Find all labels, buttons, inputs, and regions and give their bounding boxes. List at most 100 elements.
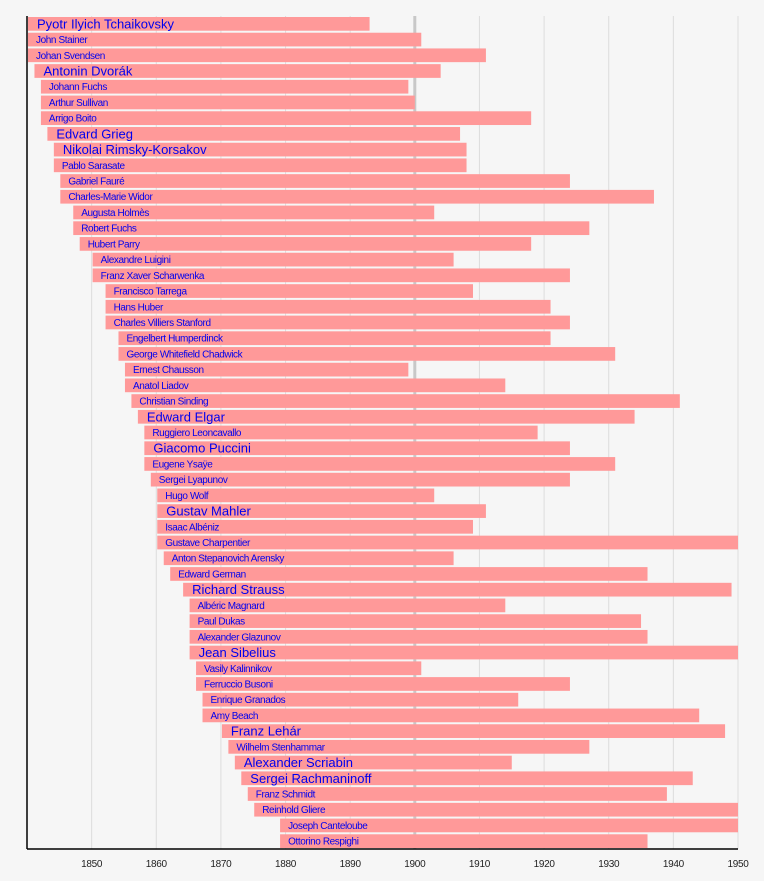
lifespan-bar (47, 127, 461, 141)
composer-label: Isaac Albéniz (165, 522, 219, 533)
lifespan-bar (196, 677, 570, 691)
lifespan-bar (73, 205, 435, 220)
composer-label: Anatol Liadov (133, 381, 189, 392)
composer-label: Charles-Marie Widor (68, 192, 153, 203)
composer-label: Ruggiero Leoncavallo (152, 428, 242, 439)
lifespan-bar (202, 692, 519, 707)
x-tick-label: 1940 (663, 859, 685, 870)
composer-label: Edward Elgar (147, 409, 226, 424)
lifespan-bar (196, 661, 422, 676)
lifespan-bar (34, 64, 441, 78)
composer-label: Joseph Canteloube (288, 821, 368, 832)
composer-label: Christian Sinding (139, 397, 208, 408)
composer-label: Antonin Dvorák (43, 64, 132, 79)
lifespan-bar (92, 268, 570, 283)
x-tick-label: 1890 (340, 859, 362, 870)
lifespan-bar (105, 315, 570, 330)
composer-label: Gustave Charpentier (165, 538, 251, 549)
composer-label: Paul Dukas (198, 617, 246, 628)
x-tick-label: 1850 (81, 859, 103, 870)
composer-label: Hans Huber (114, 302, 164, 313)
lifespan-bar (163, 551, 454, 566)
lifespan-bar (131, 394, 680, 408)
composer-label: Franz Xaver Scharwenka (101, 271, 205, 282)
composer-label: Alexandre Luigini (101, 255, 171, 266)
composer-label: Eugene Ysaÿe (152, 459, 213, 470)
lifespan-bar (144, 425, 538, 440)
composer-label: Alexander Scriabin (244, 755, 353, 770)
composer-label: Gabriel Fauré (68, 177, 125, 188)
lifespan-bar (28, 32, 422, 47)
lifespan-bar (189, 614, 642, 628)
lifespan-bar (79, 237, 532, 251)
composer-label: Pablo Sarasate (62, 161, 126, 172)
lifespan-bar (254, 802, 738, 817)
composer-label: Franz Schmidt (256, 789, 316, 800)
lifespan-bar (105, 284, 473, 298)
composer-label: Edvard Grieg (56, 126, 133, 141)
lifespan-bar (105, 299, 551, 314)
composer-label: Giacomo Puccini (153, 441, 251, 456)
composer-label: Johan Svendsen (36, 51, 105, 62)
x-tick-label: 1920 (534, 859, 556, 870)
composer-label: Arrigo Boito (49, 114, 97, 125)
composer-label: Amy Beach (211, 711, 259, 722)
lifespan-bar (280, 834, 648, 848)
composer-label: Richard Strauss (192, 582, 285, 597)
composer-label: Franz Lehár (231, 724, 302, 739)
lifespan-bar (53, 142, 467, 157)
lifespan-bar (157, 535, 739, 550)
lifespan-bar (228, 739, 590, 754)
x-tick-label: 1950 (727, 859, 749, 870)
lifespan-bar (150, 472, 570, 487)
lifespan-bar (137, 409, 635, 424)
lifespan-bar (247, 787, 667, 801)
lifespan-bar (124, 362, 409, 377)
lifespan-bar (157, 488, 435, 503)
x-tick-label: 1900 (404, 859, 426, 870)
composer-label: Vasily Kalinnikov (204, 664, 272, 675)
lifespan-bar (157, 519, 473, 534)
x-tick-label: 1910 (469, 859, 491, 870)
lifespan-bar (144, 457, 616, 471)
lifespan-bar (40, 79, 409, 94)
composer-label: Arthur Sullivan (49, 98, 108, 109)
lifespan-bar (118, 347, 616, 361)
composer-label: Engelbert Humperdinck (126, 334, 223, 345)
x-axis-ticks: 1850 1860 1870 1880 1890 1900 1910 1920 1930 1940… (81, 859, 749, 870)
lifespan-bar (183, 582, 732, 597)
lifespan-bar (60, 174, 570, 188)
bar-labels: Pyotr Ilyich Tchaikovsky John Stainer Joha… (36, 16, 372, 847)
lifespan-bar (28, 17, 370, 31)
composer-label: John Stainer (36, 35, 88, 46)
lifespan-bar (170, 567, 648, 581)
composer-label: Alexander Glazunov (198, 632, 281, 643)
composer-label: Enrique Granados (211, 695, 286, 706)
composer-label: Augusta Holmès (81, 208, 149, 219)
lifespan-bar (157, 504, 486, 518)
x-tick-label: 1860 (146, 859, 168, 870)
lifespan-bar (189, 629, 648, 644)
lifespan-bar (280, 818, 738, 833)
lifespan-bar (28, 48, 486, 63)
composer-label: Ferruccio Busoni (204, 679, 273, 690)
x-tick-label: 1880 (275, 859, 297, 870)
composer-label: Hubert Parry (88, 239, 140, 250)
composer-label: Hugo Wolf (165, 491, 209, 502)
lifespan-bar (92, 252, 454, 267)
composer-label: Pyotr Ilyich Tchaikovsky (37, 16, 175, 31)
lifespan-bar (124, 378, 506, 393)
composer-label: Edward German (178, 569, 246, 580)
composer-label: Nikolai Rimsky-Korsakov (63, 142, 207, 157)
lifespan-bar (234, 755, 512, 770)
lifespan-bar (221, 724, 726, 738)
composer-label: Robert Fuchs (81, 224, 137, 235)
x-tick-label: 1870 (210, 859, 232, 870)
lifespan-bar (40, 95, 415, 110)
lifespan-bar (60, 189, 654, 204)
composer-label: Francisco Tarrega (114, 287, 188, 298)
composer-label: Sergei Rachmaninoff (250, 771, 372, 786)
lifespan-bar (73, 221, 590, 236)
lifespan-bar (118, 331, 551, 346)
